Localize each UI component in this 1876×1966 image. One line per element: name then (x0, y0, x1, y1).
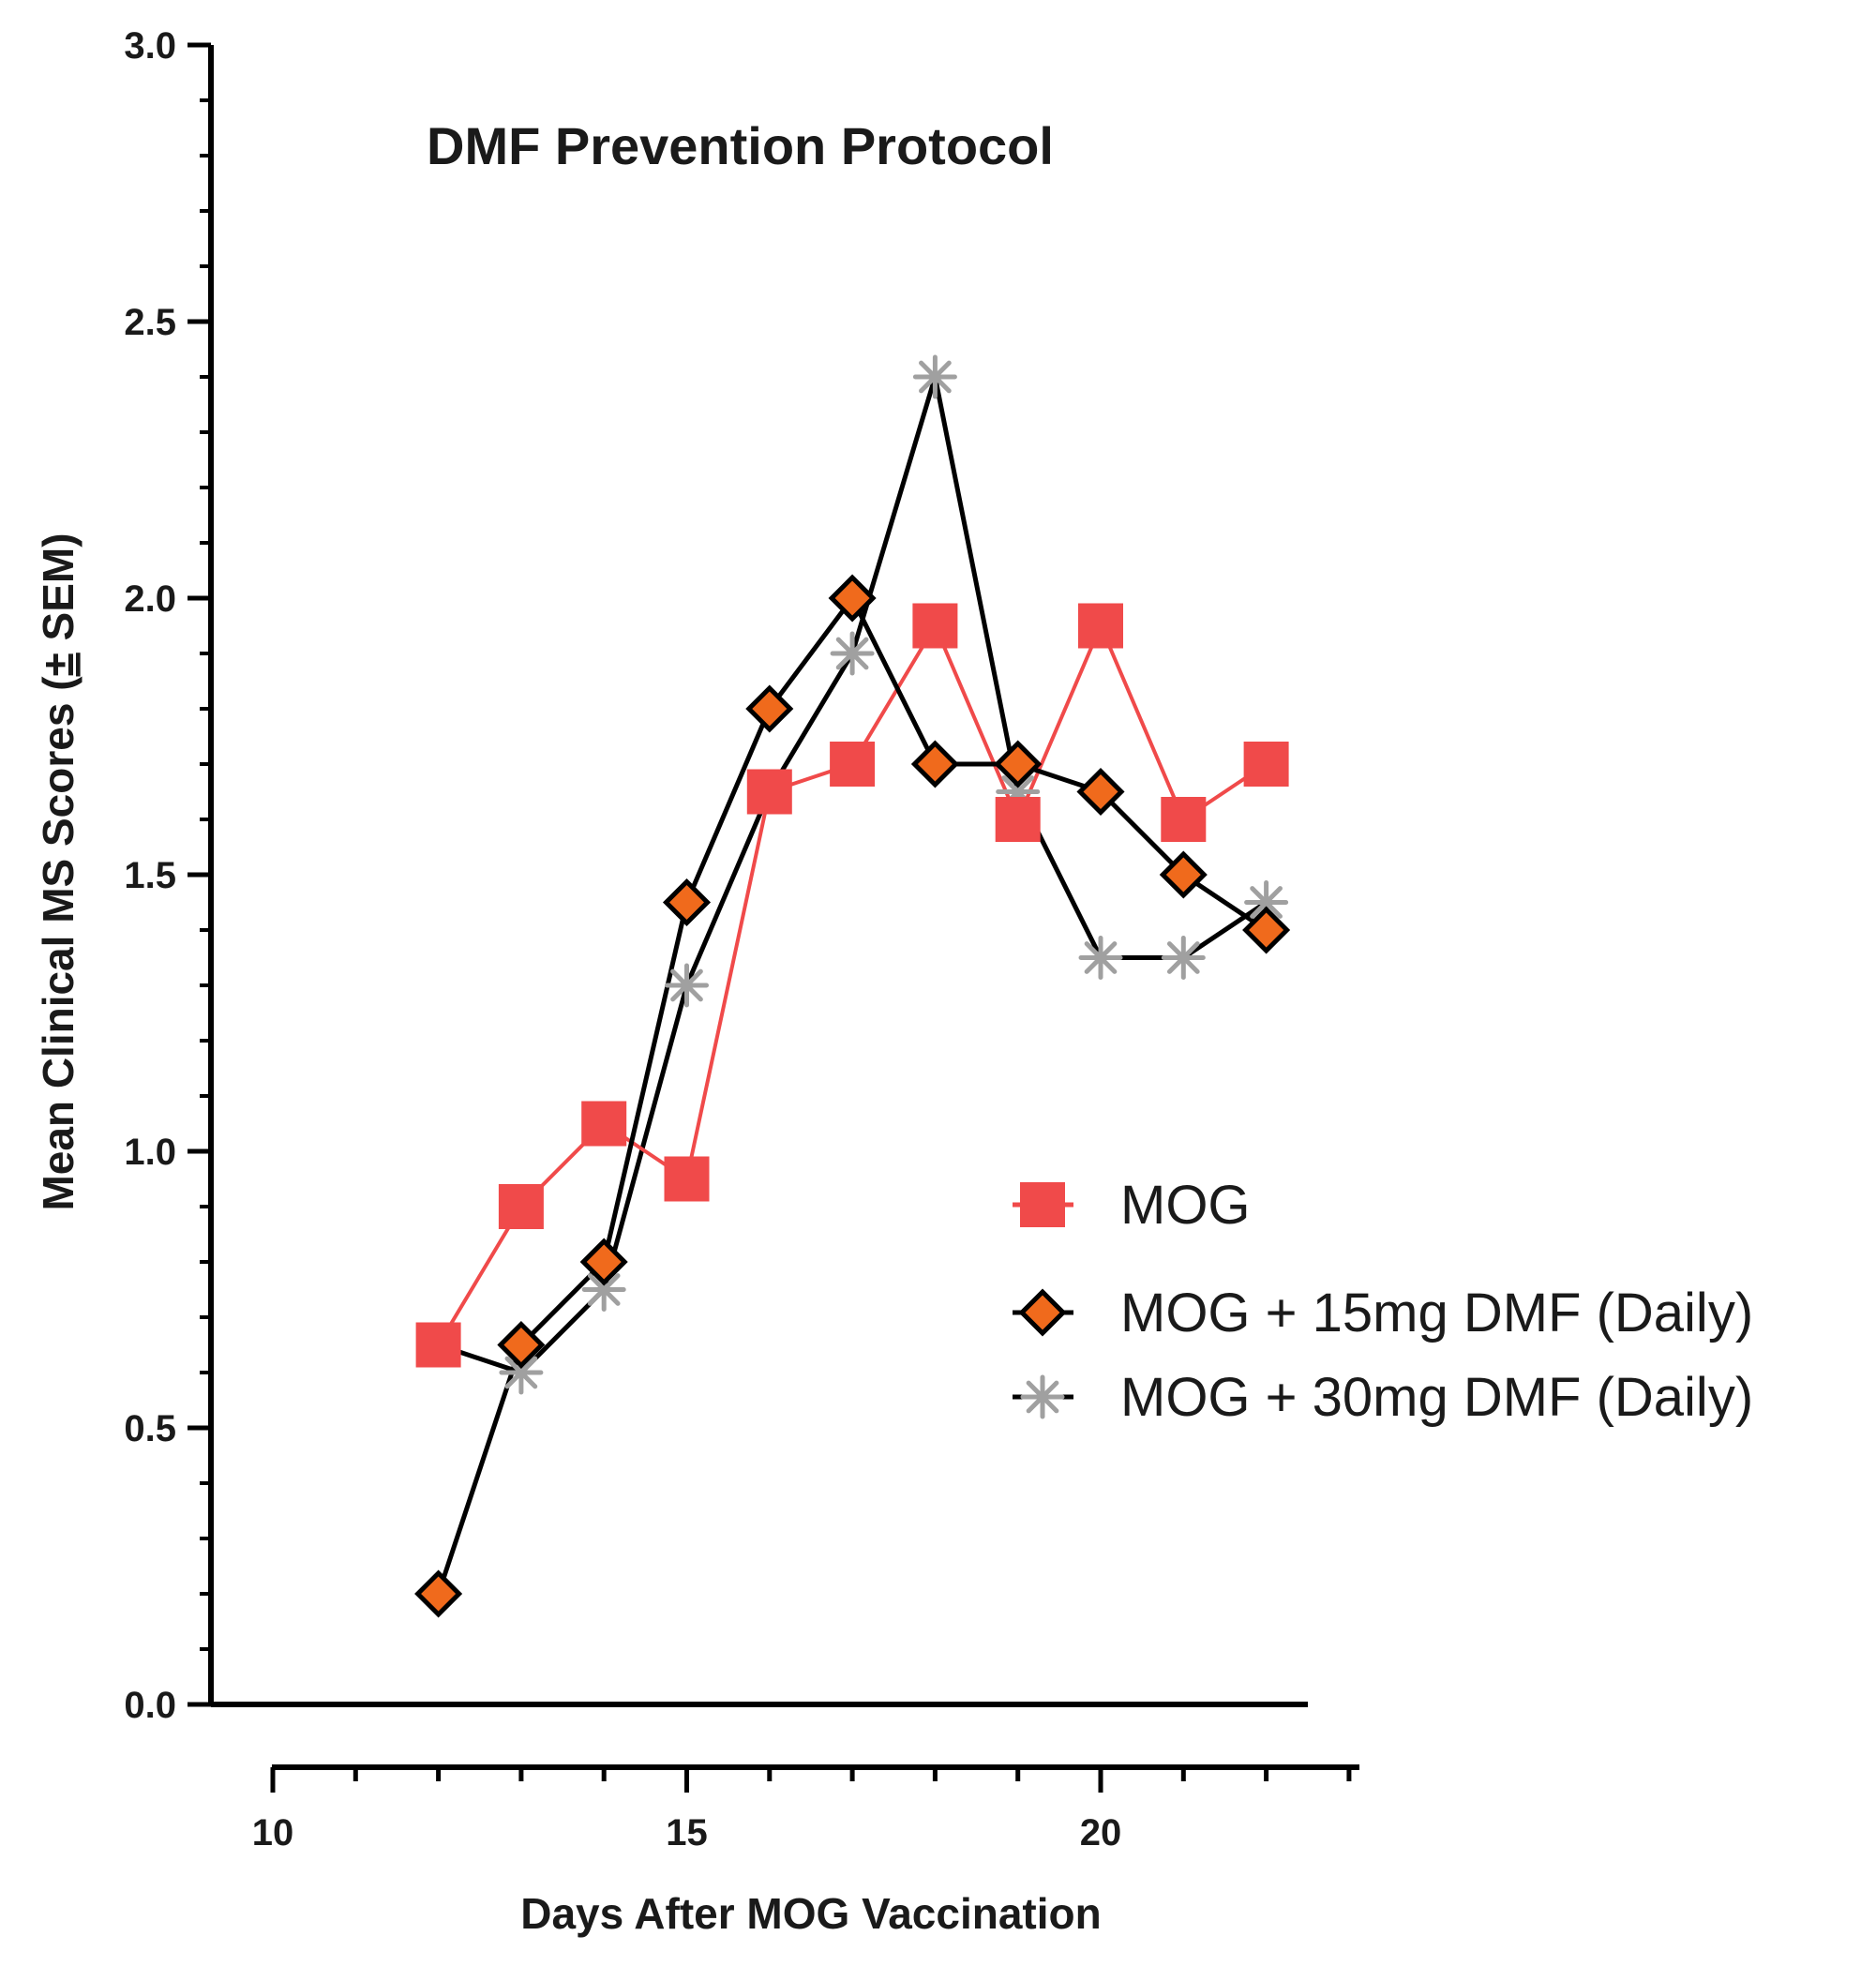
y-tick-label: 1.0 (124, 1132, 176, 1173)
y-axis: 0.0 0.5 1.0 1.5 2.0 2.5 3.0 (124, 25, 214, 1726)
data-point-mog (1243, 742, 1289, 787)
data-point-mog (581, 1101, 627, 1147)
data-point-mog-30mg-dmf-daily (912, 354, 957, 399)
data-point-mog-15mg-dmf-daily (662, 878, 712, 927)
data-point-mog (995, 797, 1041, 842)
y-axis-title: Mean Clinical MS Scores (± SEM) (34, 533, 83, 1210)
x-axis: 10 15 20 (252, 1764, 1359, 1853)
y-axis-title-pm: ± (34, 653, 83, 676)
legend-marker (1018, 1288, 1067, 1337)
data-point-mog (498, 1184, 544, 1229)
data-point-mog-30mg-dmf-daily (1078, 936, 1123, 980)
legend-label: MOG + 30mg DMF (Daily) (1120, 1367, 1753, 1428)
data-point-mog-15mg-dmf-daily (745, 684, 794, 733)
series-line-mog (436, 623, 1268, 1346)
legend-marker (1020, 1182, 1065, 1227)
data-point-mog-15mg-dmf-daily (910, 740, 959, 788)
data-point-mog (746, 769, 792, 815)
y-axis-title-tail: SEM) (34, 533, 83, 653)
data-point-mog-15mg-dmf-daily (828, 574, 877, 623)
data-point-mog (1161, 797, 1207, 842)
y-tick-label: 2.0 (124, 578, 176, 620)
legend-item-mog-30mg-dmf-daily: MOG + 30mg DMF (Daily) (1013, 1367, 1753, 1428)
data-point-mog-15mg-dmf-daily (497, 1320, 546, 1370)
data-point-mog (912, 603, 958, 649)
data-point-mog-30mg-dmf-daily (665, 963, 709, 1008)
y-tick-label: 2.5 (124, 302, 176, 343)
legend-item-mog: MOG (1013, 1175, 1251, 1236)
y-tick-label: 0.0 (124, 1685, 176, 1726)
x-tick-label: 15 (666, 1812, 708, 1853)
legend: MOG MOG + 15mg DMF (Daily) MOG + 30mg DMF … (1013, 1175, 1753, 1428)
data-point-mog-30mg-dmf-daily (830, 631, 875, 676)
data-point-mog-30mg-dmf-daily (1161, 936, 1206, 980)
data-point-mog-15mg-dmf-daily (994, 740, 1043, 788)
x-tick-label: 10 (252, 1812, 294, 1853)
data-point-mog (1078, 603, 1123, 649)
legend-label: MOG + 15mg DMF (Daily) (1120, 1283, 1753, 1343)
legend-marker (1020, 1374, 1065, 1419)
y-tick-label: 0.5 (124, 1408, 176, 1449)
series-markers (414, 354, 1291, 1618)
data-point-mog-15mg-dmf-daily (414, 1569, 463, 1618)
data-point-mog-15mg-dmf-daily (1159, 850, 1208, 899)
x-axis-title: Days After MOG Vaccination (520, 1889, 1101, 1938)
y-tick-label: 1.5 (124, 855, 176, 896)
y-axis-title-main: Mean Clinical MS Scores ( (34, 676, 83, 1211)
y-tick-label: 3.0 (124, 25, 176, 67)
legend-item-mog-15mg-dmf-daily: MOG + 15mg DMF (Daily) (1013, 1283, 1753, 1343)
data-point-mog (830, 742, 876, 787)
legend-label: MOG (1120, 1175, 1251, 1236)
data-point-mog-15mg-dmf-daily (579, 1238, 628, 1286)
data-point-mog-30mg-dmf-daily (1244, 880, 1289, 924)
chart-title: DMF Prevention Protocol (427, 116, 1054, 175)
data-point-mog (415, 1322, 461, 1368)
x-tick-label: 20 (1080, 1812, 1122, 1853)
data-point-mog-15mg-dmf-daily (1242, 906, 1291, 954)
data-point-mog-15mg-dmf-daily (1076, 767, 1125, 817)
data-point-mog (664, 1156, 710, 1202)
